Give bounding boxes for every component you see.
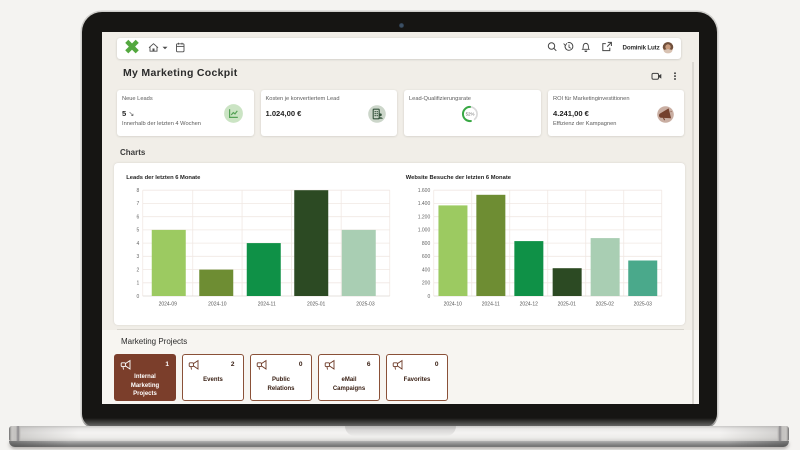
svg-text:800: 800	[421, 240, 430, 246]
svg-text:8: 8	[136, 188, 139, 194]
svg-text:2024-10: 2024-10	[208, 301, 227, 307]
svg-text:1.600: 1.600	[417, 188, 430, 194]
svg-text:0: 0	[427, 293, 430, 299]
svg-text:1: 1	[136, 280, 139, 286]
svg-text:7: 7	[136, 201, 139, 207]
svg-text:0: 0	[136, 293, 139, 299]
svg-text:2025-03: 2025-03	[356, 301, 375, 307]
svg-text:2024-09: 2024-09	[158, 301, 177, 307]
svg-text:1.400: 1.400	[417, 201, 430, 207]
svg-text:200: 200	[421, 280, 430, 286]
svg-text:4: 4	[136, 240, 139, 246]
svg-text:2025-01: 2025-01	[306, 301, 325, 307]
svg-text:Leads der letzten 6 Monate: Leads der letzten 6 Monate	[126, 175, 201, 181]
svg-text:1.000: 1.000	[417, 227, 430, 233]
svg-text:600: 600	[421, 254, 430, 260]
svg-text:2024-12: 2024-12	[519, 301, 538, 307]
svg-text:2025-01: 2025-01	[557, 301, 576, 307]
svg-text:1.200: 1.200	[417, 214, 430, 220]
svg-text:5: 5	[136, 227, 139, 233]
svg-text:Dominik Lutz: Dominik Lutz	[623, 44, 660, 51]
svg-text:2025-02: 2025-02	[595, 301, 614, 307]
svg-text:3: 3	[136, 254, 139, 260]
svg-text:2024-11: 2024-11	[481, 301, 499, 307]
svg-text:2025-03: 2025-03	[633, 301, 652, 307]
svg-text:52%: 52%	[466, 112, 475, 117]
svg-text:2024-10: 2024-10	[443, 301, 462, 307]
svg-text:2: 2	[136, 267, 139, 273]
svg-text:400: 400	[421, 267, 430, 273]
svg-text:Website Besuche der letzten 6: Website Besuche der letzten 6 Monate	[405, 175, 511, 181]
svg-text:6: 6	[136, 214, 139, 220]
svg-text:2024-11: 2024-11	[257, 301, 275, 307]
